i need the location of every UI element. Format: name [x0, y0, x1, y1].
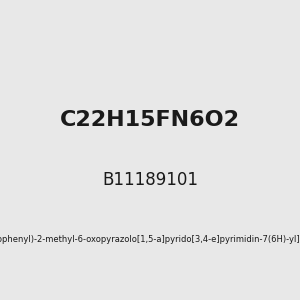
Text: B11189101: B11189101	[102, 171, 198, 189]
Text: N-[3-(4-fluorophenyl)-2-methyl-6-oxopyrazolo[1,5-a]pyrido[3,4-e]pyrimidin-7(6H)-: N-[3-(4-fluorophenyl)-2-methyl-6-oxopyra…	[0, 236, 300, 244]
Text: C22H15FN6O2: C22H15FN6O2	[60, 110, 240, 130]
